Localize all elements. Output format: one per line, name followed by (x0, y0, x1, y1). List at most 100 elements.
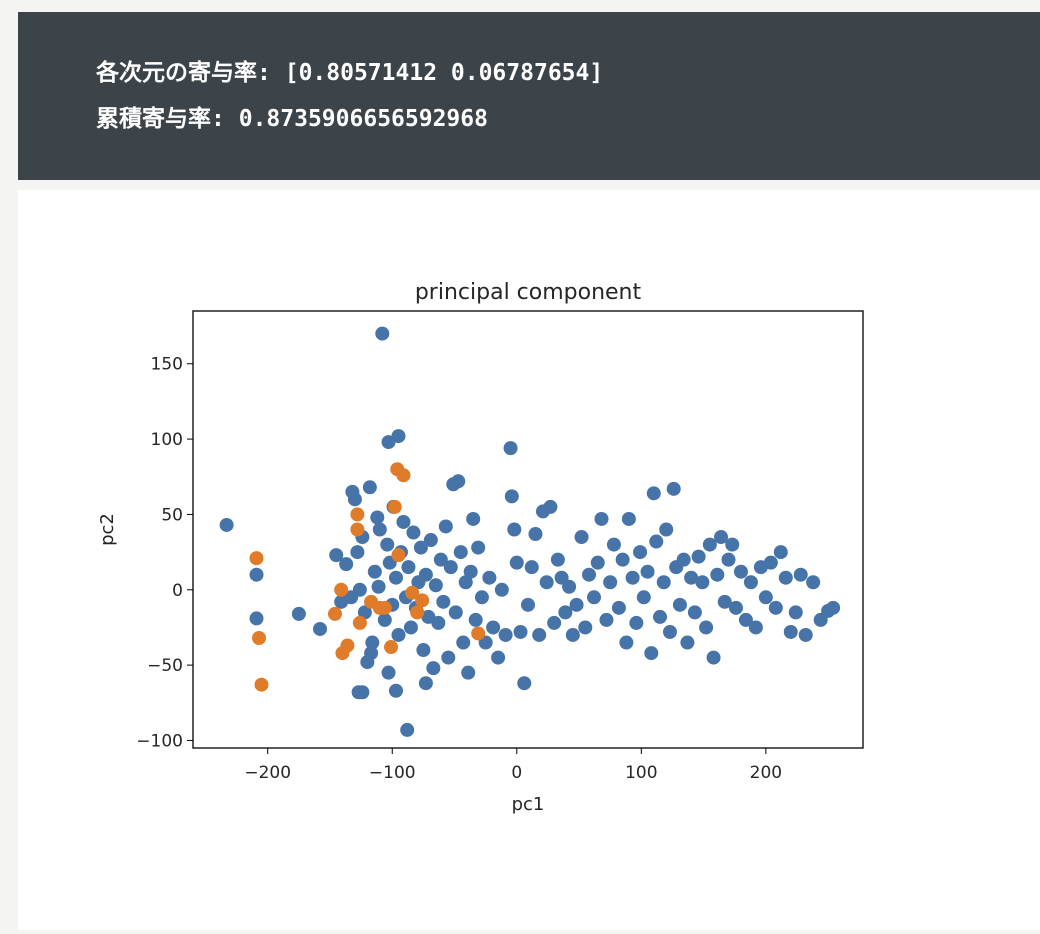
data-point-blue (351, 685, 366, 700)
data-point-orange (410, 605, 425, 620)
data-point-orange (396, 468, 411, 483)
data-point-blue (721, 552, 736, 567)
scatter-chart: principal component pc1 pc2 −200 −100 0 100… (97, 280, 864, 815)
data-point-blue (763, 555, 778, 570)
y-tick-label: −50 (147, 656, 183, 676)
x-tick-label: −200 (244, 763, 291, 783)
data-point-blue (486, 620, 501, 635)
data-point-blue (418, 567, 433, 582)
data-point-blue (451, 474, 466, 489)
y-tick-label: −100 (136, 731, 183, 751)
data-point-blue (219, 517, 234, 532)
data-point-blue (367, 564, 382, 579)
data-point-blue (625, 570, 640, 585)
data-point-blue (339, 557, 354, 572)
data-point-orange (387, 499, 402, 514)
data-point-blue (423, 533, 438, 548)
data-point-blue (636, 590, 651, 605)
data-point-blue (691, 549, 706, 564)
cumulative-ratio-value: 0.8735906656592968 (238, 106, 488, 132)
data-point-blue (521, 597, 535, 612)
data-point-blue (388, 683, 403, 698)
data-point-blue (672, 597, 687, 612)
data-point-blue (513, 624, 528, 639)
data-point-blue (646, 486, 661, 501)
data-point-orange (334, 582, 349, 597)
data-point-blue (717, 594, 732, 609)
data-point-blue (666, 481, 681, 496)
data-point-blue (590, 555, 605, 570)
data-point-blue (468, 612, 483, 627)
data-point-orange (254, 677, 269, 692)
data-point-blue (458, 575, 473, 590)
data-point-blue (565, 627, 580, 642)
data-point-orange (350, 507, 365, 522)
data-point-blue (788, 605, 803, 620)
data-point-blue (249, 611, 264, 626)
data-point-blue (543, 499, 558, 514)
plot-output: principal component pc1 pc2 −200 −100 0 100… (18, 190, 1040, 930)
data-point-blue (725, 537, 740, 552)
data-point-blue (291, 606, 306, 621)
data-point-blue (656, 575, 671, 590)
data-point-blue (738, 612, 753, 627)
data-point-blue (633, 545, 648, 560)
data-point-blue (806, 575, 821, 590)
data-point-blue (528, 527, 543, 542)
data-point-blue (357, 605, 372, 620)
data-point-blue (517, 676, 532, 691)
data-point-blue (418, 676, 433, 691)
data-point-blue (743, 575, 758, 590)
cumulative-ratio-line: 累積寄与率: 0.8735906656592968 (96, 102, 1040, 148)
data-point-orange (327, 606, 342, 621)
data-point-blue (582, 567, 597, 582)
data-point-blue (503, 441, 518, 456)
data-point-blue (778, 570, 793, 585)
x-tick-label: 200 (750, 763, 782, 783)
data-point-blue (350, 545, 365, 560)
data-point-blue (482, 570, 497, 585)
data-point-blue (653, 609, 668, 624)
data-point-blue (640, 564, 655, 579)
data-point-blue (329, 548, 344, 563)
y-tick-label: 100 (151, 430, 183, 450)
data-point-blue (494, 582, 509, 597)
x-axis-label: pc1 (512, 794, 545, 815)
data-point-blue (562, 579, 577, 594)
data-point-blue (710, 567, 725, 582)
data-point-blue (428, 578, 443, 593)
data-point-blue (783, 624, 798, 639)
data-point-blue (362, 480, 377, 495)
data-point-blue (416, 643, 431, 658)
data-point-blue (611, 600, 626, 615)
data-point-blue (662, 624, 677, 639)
data-point-blue (413, 540, 428, 555)
y-tick-label: 50 (161, 505, 183, 525)
data-point-blue (798, 627, 813, 642)
contribution-ratio-value: [0.80571412 0.06787654] (284, 60, 604, 86)
data-point-blue (748, 620, 763, 635)
data-point-orange (377, 600, 392, 615)
data-point-blue (768, 600, 783, 615)
data-point-blue (380, 537, 395, 552)
data-point-blue (574, 530, 589, 545)
data-point-blue (629, 615, 644, 630)
data-point-blue (728, 600, 743, 615)
data-point-blue (371, 579, 386, 594)
y-tick-label: 150 (151, 355, 183, 375)
data-point-blue (391, 627, 406, 642)
data-point-blue (524, 560, 539, 575)
x-tick-label: −100 (369, 763, 416, 783)
data-point-blue (699, 620, 714, 635)
data-point-blue (433, 552, 448, 567)
data-point-blue (569, 597, 584, 612)
data-point-blue (456, 635, 471, 650)
data-point-orange (405, 585, 420, 600)
data-point-blue (498, 627, 513, 642)
data-point-blue (377, 612, 392, 627)
data-point-blue (406, 525, 421, 540)
plot-frame (192, 310, 864, 749)
data-point-blue (352, 582, 367, 597)
data-point-blue (594, 511, 609, 526)
data-point-blue (649, 534, 664, 549)
